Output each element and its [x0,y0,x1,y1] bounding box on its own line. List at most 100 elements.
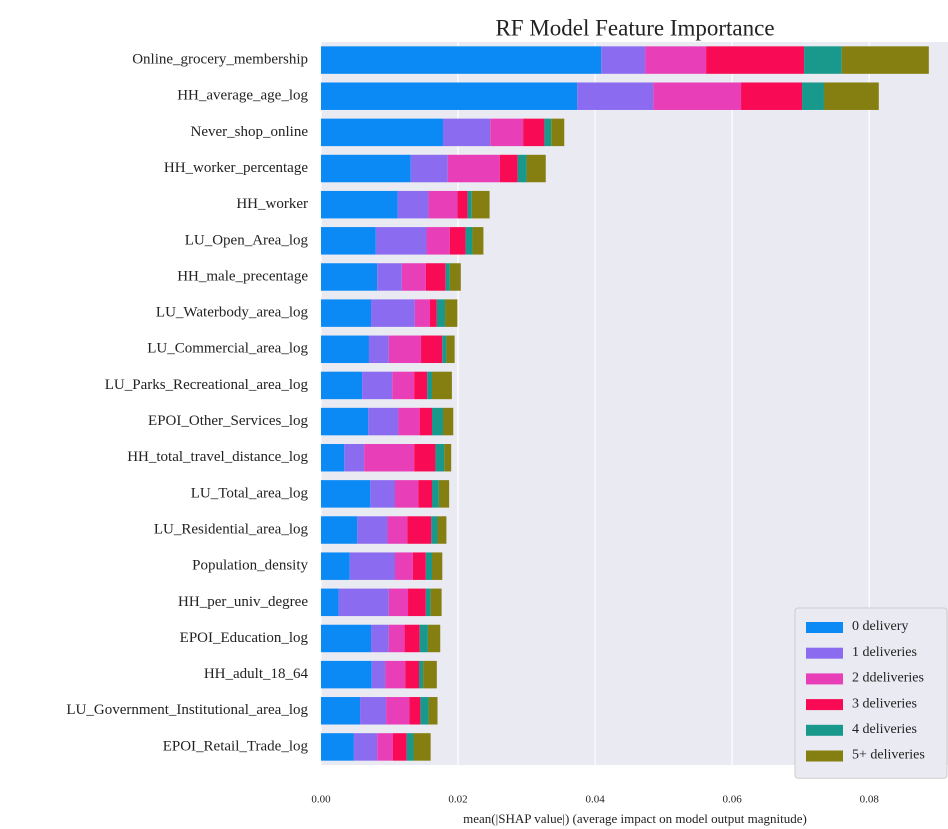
bar-segment [435,443,445,472]
y-tick-label: HH_average_age_log [177,88,308,104]
bar-segment [371,299,415,327]
bar-segment [353,733,378,761]
legend-swatch [806,724,843,736]
bar-segment [442,335,447,364]
x-axis-label: mean(|SHAP value|) (average impact on mo… [463,811,807,826]
bar-segment [321,335,369,364]
y-tick-label: LU_Residential_area_log [154,521,309,537]
bar-segment [397,190,429,219]
bar-segment [645,46,707,74]
bar-segment [409,697,421,725]
legend: 0 delivery 1 deliveries 2 ddeliveries 3 del… [794,607,948,779]
legend-swatch [806,673,843,685]
bar-segment [392,371,415,400]
legend-label: 0 delivery [852,619,908,634]
y-tick-label: HH_male_precentage [177,268,308,284]
bar-segment [368,335,389,364]
bar-segment [321,660,372,689]
y-tick-label: HH_total_travel_distance_log [127,449,308,465]
y-tick-label: LU_Total_area_log [191,485,309,501]
bar-segment [442,118,491,147]
legend-swatch [806,699,843,711]
bar-segment [413,733,431,761]
bar-segment [517,154,527,183]
bar-segment [490,118,524,147]
bar-segment [321,263,378,291]
bar-segment [377,733,393,761]
bar-segment [338,588,389,617]
bar-segment [349,552,396,580]
bar-segment [395,480,419,508]
bar-segment [412,552,426,580]
bar-segment [375,227,427,255]
bar-segment [387,516,408,544]
bar-segment [344,443,365,472]
x-tick-label: 0.02 [448,794,467,806]
bar-segment [653,82,742,110]
bar-segment [425,552,433,580]
y-tick-label: LU_Open_Area_log [185,232,309,248]
bar-segment [436,299,446,327]
bar-segment [841,46,929,74]
bar-segment [401,263,426,291]
bar-segment [321,516,358,544]
bar-segment [523,118,545,147]
bar-segment [804,46,842,74]
bar-segment [437,516,447,544]
bar-segment [445,299,458,327]
bar-segment [392,733,407,761]
bar-segment [445,263,450,291]
y-tick-label: EPOI_Education_log [180,630,309,646]
bar-segment [321,227,376,255]
bar-segment [577,82,654,110]
bar-segment [446,335,455,364]
bar-segment [419,407,433,436]
bar-segment [432,407,443,436]
bar-segment [431,516,438,544]
bar-segment [388,588,409,617]
bar-segment [408,588,426,617]
bar-segment [368,407,399,436]
bar-segment [428,697,438,725]
y-tick-label: LU_Parks_Recreational_area_log [105,377,309,393]
bar-segment [321,299,372,327]
legend-label: 4 deliveries [852,722,917,737]
bar-segment [465,227,473,255]
y-tick-label: EPOI_Retail_Trade_log [163,738,309,754]
chart-title: RF Model Feature Importance [495,15,774,40]
bar-segment [419,624,428,653]
bar-segment [706,46,805,74]
bar-segment [321,443,345,472]
bar-segment [449,263,461,291]
bar-segment [449,227,466,255]
bar-segment [321,82,578,110]
y-tick-label: EPOI_Other_Services_log [148,413,308,429]
bar-segment [321,154,411,183]
bar-segment [321,190,398,219]
bar-segment [321,588,339,617]
bar-segment [371,660,386,689]
y-tick-label: Online_grocery_membership [132,52,308,68]
bar-segment [398,407,420,436]
bar-segment [414,443,436,472]
bar-segment [321,733,354,761]
y-tick-label: Population_density [192,558,308,574]
y-tick-label: HH_worker_percentage [164,160,308,176]
bar-segment [423,660,437,689]
bar-segment [364,443,415,472]
bar-segment [427,371,433,400]
bar-segment [429,299,437,327]
bar-segment [410,154,448,183]
bar-segment [802,82,824,110]
bar-segment [442,407,454,436]
y-tick-label: HH_per_univ_degree [178,594,308,610]
bar-segment [414,299,430,327]
bar-segment [377,263,402,291]
legend-swatch [806,647,843,659]
bar-segment [432,371,452,400]
bar-segment [438,480,450,508]
bar-segment [321,480,371,508]
bar-segment [426,227,450,255]
legend-swatch [806,622,843,633]
